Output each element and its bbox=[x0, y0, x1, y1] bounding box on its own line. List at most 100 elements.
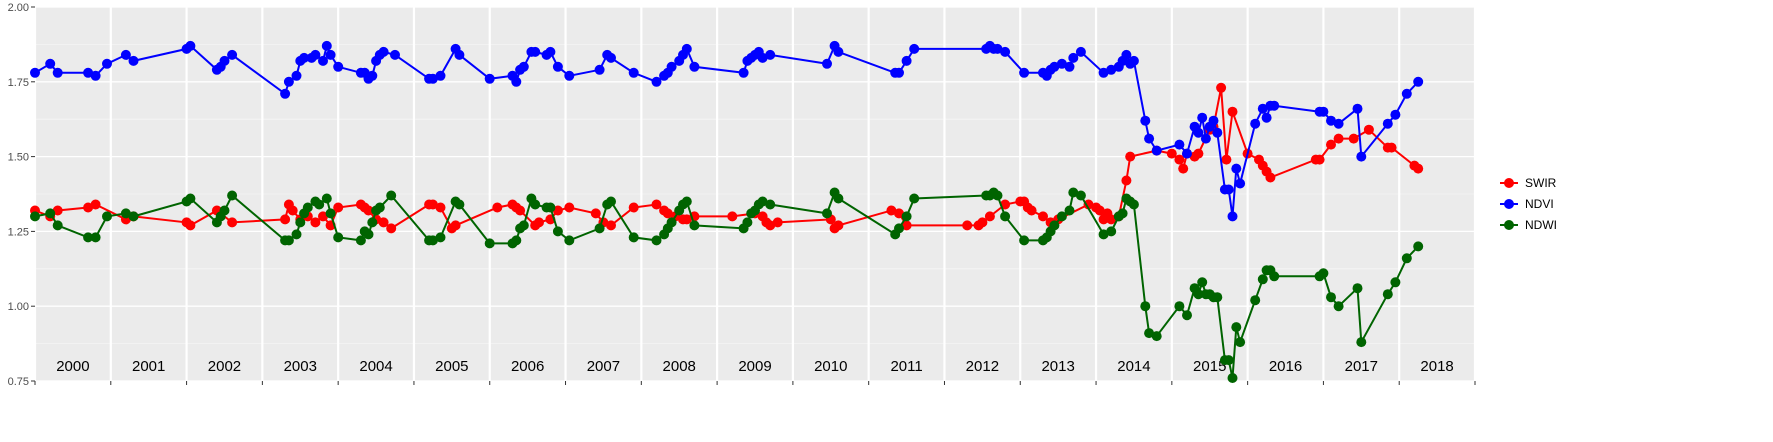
data-point bbox=[1128, 199, 1139, 210]
data-point bbox=[765, 49, 776, 60]
data-point bbox=[1106, 214, 1117, 225]
data-point bbox=[219, 205, 230, 216]
data-point bbox=[484, 73, 495, 84]
data-point bbox=[1318, 106, 1329, 117]
data-point bbox=[1075, 190, 1086, 201]
data-point bbox=[1216, 82, 1227, 93]
data-point bbox=[30, 211, 40, 222]
series-group bbox=[30, 40, 1424, 383]
data-point bbox=[1223, 355, 1234, 366]
data-point bbox=[90, 199, 101, 210]
data-point bbox=[1352, 103, 1363, 114]
data-point bbox=[666, 217, 677, 228]
data-point bbox=[314, 199, 325, 210]
legend-key-point bbox=[1504, 178, 1514, 188]
year-label: 2011 bbox=[890, 358, 922, 375]
data-point bbox=[1326, 115, 1336, 126]
year-label: 2000 bbox=[56, 358, 89, 375]
data-point bbox=[1314, 154, 1325, 165]
data-point bbox=[1333, 133, 1344, 144]
data-point bbox=[1144, 133, 1155, 144]
data-point bbox=[1056, 58, 1067, 69]
year-label: 2012 bbox=[966, 358, 999, 375]
data-point bbox=[1121, 49, 1132, 60]
data-point bbox=[1151, 331, 1162, 342]
data-point bbox=[185, 220, 196, 231]
data-point bbox=[833, 46, 844, 57]
data-point bbox=[1038, 211, 1048, 222]
data-point bbox=[450, 220, 461, 231]
year-label: 2016 bbox=[1269, 358, 1302, 375]
data-point bbox=[651, 199, 662, 210]
data-point bbox=[52, 220, 63, 231]
data-point bbox=[1348, 133, 1359, 144]
data-point bbox=[128, 55, 139, 66]
data-point bbox=[894, 208, 904, 219]
data-point bbox=[52, 67, 63, 78]
data-point bbox=[367, 70, 378, 81]
year-labels: 2000 2001 2002 2003 2004 2005 2006 2007 2008 2009… bbox=[56, 358, 1454, 375]
data-point bbox=[280, 88, 291, 99]
data-point bbox=[1049, 61, 1060, 72]
data-point bbox=[45, 58, 56, 69]
data-point bbox=[333, 232, 344, 243]
data-point bbox=[1049, 220, 1060, 231]
data-point bbox=[1261, 112, 1272, 123]
data-point bbox=[1128, 55, 1139, 66]
data-point bbox=[1257, 274, 1268, 285]
data-point bbox=[1333, 118, 1344, 129]
data-point bbox=[227, 190, 238, 201]
data-point bbox=[1193, 289, 1204, 300]
data-point bbox=[772, 217, 783, 228]
data-point bbox=[984, 211, 995, 222]
data-point bbox=[427, 73, 438, 84]
data-point bbox=[1026, 205, 1037, 216]
data-point bbox=[1227, 211, 1238, 222]
data-point bbox=[1382, 118, 1393, 129]
data-point bbox=[1019, 235, 1030, 246]
data-point bbox=[666, 61, 677, 72]
data-point bbox=[363, 205, 374, 216]
data-point bbox=[689, 220, 700, 231]
data-point bbox=[435, 232, 446, 243]
data-point bbox=[822, 208, 832, 219]
legend-item-ndwi: NDWI bbox=[1500, 218, 1557, 232]
data-point bbox=[901, 220, 912, 231]
data-point bbox=[1174, 139, 1185, 150]
data-point bbox=[628, 67, 639, 78]
data-point bbox=[742, 217, 753, 228]
data-point bbox=[1326, 292, 1336, 303]
data-point bbox=[564, 202, 575, 213]
data-point bbox=[484, 238, 495, 249]
data-point bbox=[435, 202, 446, 213]
data-point bbox=[1265, 172, 1276, 183]
data-point bbox=[886, 205, 897, 216]
data-point bbox=[1174, 301, 1185, 312]
legend-item-swir: SWIR bbox=[1500, 176, 1557, 190]
data-point bbox=[1068, 52, 1079, 63]
y-axis: 0.75 1.00 1.25 1.50 1.75 2.00 bbox=[8, 2, 35, 388]
data-point bbox=[325, 208, 336, 219]
data-point bbox=[1064, 61, 1075, 72]
data-point bbox=[992, 190, 1003, 201]
data-point bbox=[1208, 115, 1219, 126]
year-label: 2017 bbox=[1345, 358, 1378, 375]
data-point bbox=[1356, 337, 1367, 348]
data-point bbox=[545, 46, 556, 57]
data-point bbox=[590, 208, 601, 219]
data-point bbox=[1117, 208, 1128, 219]
data-point bbox=[390, 49, 400, 60]
data-point bbox=[909, 193, 920, 204]
data-point bbox=[120, 208, 131, 219]
data-point bbox=[30, 67, 40, 78]
data-point bbox=[901, 55, 912, 66]
y-tick-label: 1.75 bbox=[8, 77, 29, 89]
data-point bbox=[564, 235, 575, 246]
data-point bbox=[1235, 178, 1246, 189]
data-point bbox=[651, 235, 662, 246]
data-point bbox=[333, 61, 344, 72]
data-point bbox=[564, 70, 575, 81]
data-point bbox=[594, 223, 605, 234]
data-point bbox=[1068, 187, 1079, 198]
data-point bbox=[1382, 289, 1393, 300]
